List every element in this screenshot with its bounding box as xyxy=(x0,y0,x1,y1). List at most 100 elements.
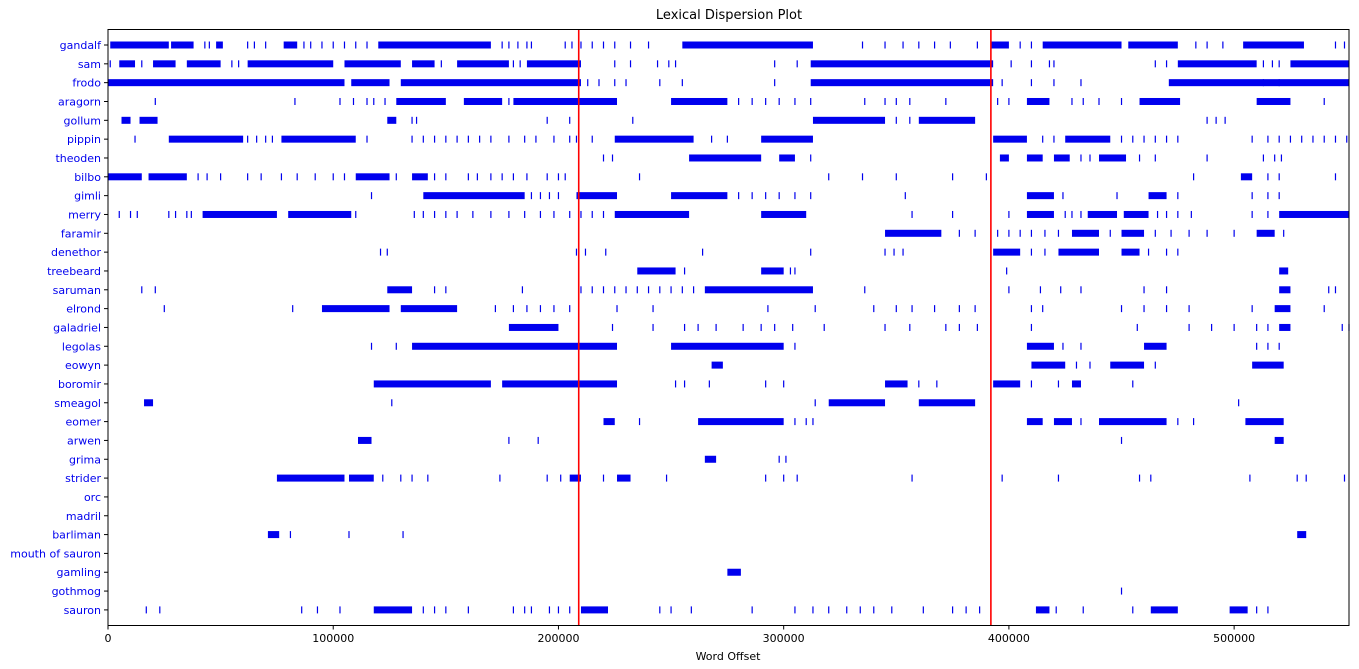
y-label-frodo: frodo xyxy=(72,77,101,90)
mark-eomer-cluster-0 xyxy=(603,418,615,426)
mark-eomer-cluster-4 xyxy=(1098,418,1167,426)
mark-aragorn-cluster-6 xyxy=(1256,97,1291,105)
mark-eowyn-cluster-2 xyxy=(1110,361,1145,369)
mark-strider-cluster-3 xyxy=(617,474,631,482)
mark-elrond-cluster-0 xyxy=(321,305,390,313)
mark-gandalf-cluster-8 xyxy=(1128,41,1178,49)
mark-smeagol-cluster-0 xyxy=(144,399,154,407)
mark-merry-cluster-6 xyxy=(1123,210,1149,218)
y-label-legolas: legolas xyxy=(62,340,101,353)
y-label-denethor: denethor xyxy=(51,246,102,259)
mark-gamling-cluster-0 xyxy=(727,568,741,576)
y-label-faramir: faramir xyxy=(61,227,102,240)
mark-sauron-cluster-4 xyxy=(1229,606,1248,614)
mark-sauron-cluster-1 xyxy=(580,606,609,614)
mark-saruman-cluster-2 xyxy=(1279,286,1291,294)
mark-treebeard-cluster-1 xyxy=(761,267,784,275)
mark-saruman-cluster-0 xyxy=(387,286,413,294)
mark-gandalf-cluster-5 xyxy=(682,41,813,49)
mark-sam-cluster-3 xyxy=(247,60,334,68)
mark-faramir-cluster-3 xyxy=(1256,229,1275,237)
y-label-sam: sam xyxy=(78,58,101,71)
mark-boromir-cluster-2 xyxy=(885,380,908,388)
mark-galadriel-cluster-0 xyxy=(508,323,559,331)
mark-gimli-cluster-1 xyxy=(576,192,618,200)
y-label-mouth-of-sauron: mouth of sauron xyxy=(10,547,101,560)
mark-pippin-cluster-2 xyxy=(614,135,694,143)
mark-strider-cluster-1 xyxy=(348,474,374,482)
plot-marks xyxy=(108,41,1350,614)
y-label-smeagol: smeagol xyxy=(54,397,101,410)
x-axis-ticks: 0 100000 200000 300000 400000 500000 xyxy=(105,625,1255,645)
y-label-grima: grima xyxy=(69,453,101,466)
mark-gollum-cluster-3 xyxy=(812,116,886,124)
mark-theoden-cluster-1 xyxy=(779,154,795,162)
x-tick-label-0: 0 xyxy=(105,632,112,645)
y-label-gollum: gollum xyxy=(63,114,101,127)
mark-strider-cluster-0 xyxy=(276,474,345,482)
mark-gandalf-cluster-4 xyxy=(378,41,491,49)
mark-eowyn-cluster-0 xyxy=(711,361,723,369)
mark-merry-cluster-5 xyxy=(1087,210,1118,218)
mark-gimli-cluster-0 xyxy=(423,192,525,200)
mark-eomer-cluster-2 xyxy=(1026,418,1043,426)
mark-aragorn-cluster-1 xyxy=(463,97,503,105)
mark-aragorn-cluster-0 xyxy=(396,97,446,105)
mark-frodo-cluster-0 xyxy=(108,79,345,87)
mark-sam-cluster-1 xyxy=(153,60,176,68)
mark-sam-cluster-2 xyxy=(186,60,221,68)
mark-gandalf-cluster-2 xyxy=(216,41,223,49)
y-label-boromir: boromir xyxy=(58,378,101,391)
y-label-gothmog: gothmog xyxy=(52,585,101,598)
mark-faramir-cluster-0 xyxy=(885,229,942,237)
mark-merry-cluster-2 xyxy=(614,210,690,218)
chart-title: Lexical Dispersion Plot xyxy=(656,8,802,23)
mark-denethor-cluster-2 xyxy=(1121,248,1140,256)
y-label-elrond: elrond xyxy=(66,303,101,316)
mark-frodo-cluster-3 xyxy=(810,79,994,87)
mark-gollum-cluster-1 xyxy=(139,116,158,124)
mark-gandalf-cluster-7 xyxy=(1042,41,1122,49)
mark-sam-cluster-5 xyxy=(412,60,435,68)
mark-denethor-cluster-1 xyxy=(1058,248,1099,256)
mark-merry-cluster-0 xyxy=(202,210,277,218)
mark-theoden-cluster-0 xyxy=(689,154,762,162)
mark-eomer-cluster-5 xyxy=(1245,418,1284,426)
mark-theoden-cluster-4 xyxy=(1053,154,1070,162)
mark-pippin-cluster-0 xyxy=(168,135,244,143)
mark-bilbo-cluster-0 xyxy=(108,173,142,181)
mark-gollum-cluster-4 xyxy=(918,116,976,124)
mark-pippin-cluster-4 xyxy=(993,135,1027,143)
mark-pippin-cluster-1 xyxy=(281,135,356,143)
mark-gollum-cluster-0 xyxy=(121,116,131,124)
y-label-eomer: eomer xyxy=(65,416,101,429)
mark-strider-cluster-2 xyxy=(569,474,581,482)
mark-gandalf-cluster-9 xyxy=(1243,41,1304,49)
x-tick-label-4: 400000 xyxy=(988,632,1030,645)
mark-bilbo-cluster-2 xyxy=(355,173,390,181)
mark-eowyn-cluster-3 xyxy=(1252,361,1284,369)
mark-barliman-cluster-0 xyxy=(267,531,280,539)
mark-denethor-cluster-0 xyxy=(993,248,1021,256)
mark-aragorn-cluster-5 xyxy=(1139,97,1181,105)
y-label-galadriel: galadriel xyxy=(53,321,101,334)
x-tick-label-3: 300000 xyxy=(763,632,805,645)
mark-theoden-cluster-3 xyxy=(1026,154,1043,162)
mark-pippin-cluster-5 xyxy=(1065,135,1111,143)
mark-sam-cluster-10 xyxy=(1290,60,1349,68)
vertical-markers xyxy=(577,29,992,626)
x-tick-label-2: 200000 xyxy=(537,632,579,645)
mark-aragorn-cluster-2 xyxy=(513,97,618,105)
mark-frodo-cluster-4 xyxy=(1168,79,1349,87)
mark-sam-cluster-9 xyxy=(1177,60,1257,68)
mark-sam-cluster-8 xyxy=(810,60,994,68)
mark-elrond-cluster-1 xyxy=(400,305,458,313)
y-label-treebeard: treebeard xyxy=(47,265,101,278)
y-label-saruman: saruman xyxy=(53,284,101,297)
mark-arwen-cluster-0 xyxy=(358,436,372,444)
mark-gimli-cluster-3 xyxy=(1026,192,1054,200)
mark-aragorn-cluster-3 xyxy=(671,97,728,105)
mark-sauron-cluster-3 xyxy=(1150,606,1178,614)
y-label-madril: madril xyxy=(66,510,101,523)
